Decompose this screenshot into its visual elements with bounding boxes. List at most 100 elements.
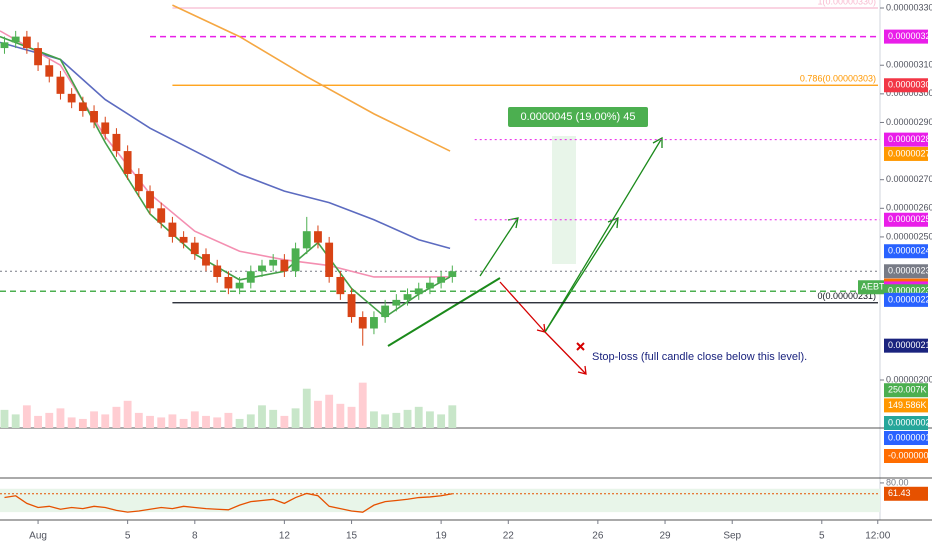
price-label: 0.0000001 [888,432,931,442]
price-label-box [884,292,928,307]
x-tick-label: 12 [279,531,291,542]
price-label-box [884,212,928,227]
volume-bar [90,411,98,428]
candle-body [358,317,367,329]
volume-bar [146,415,154,428]
candle-body [291,248,300,272]
arrow-head [652,136,663,148]
arrow [544,331,587,375]
x-tick-label: 29 [659,531,671,542]
volume-bar [56,408,65,428]
price-label: -0.0000000 [888,450,932,460]
price-label-box [884,398,928,413]
price-label-box [884,132,928,147]
candle-body [414,288,423,295]
volume-bar [370,411,378,428]
volume-bar [45,412,54,428]
price-label-box [884,431,928,445]
y-tick-label: 0.00000200 [886,374,932,384]
y-tick-label: 0.00000330 [886,2,932,12]
measure-zone [552,136,576,264]
candle-body [123,151,132,174]
volume-bar [246,414,255,428]
candle-body [336,276,345,295]
volume-bar [123,400,132,428]
trendline [387,277,501,347]
price-label: 0.00000279 [888,148,932,158]
candle-body [11,36,20,43]
volume-bar [314,400,322,428]
y-tick-label: 0.00000290 [886,117,932,127]
candle-body [90,111,98,123]
stop-mark [576,342,585,351]
candle-body [325,242,334,277]
x-tick-label: 19 [436,531,448,542]
price-label-box [884,383,928,398]
stop-loss-note: Stop-loss (full candle close below this … [592,351,807,363]
volume-bar [224,412,233,428]
candle-body [448,271,457,277]
price-label: 0.00000238 [888,266,932,276]
measure-box [508,107,648,127]
candle-body [67,93,76,103]
volume-bar [258,405,266,428]
volume-bar [0,409,9,428]
candle-body [22,36,31,49]
y-tick-label: 0.00000250 [886,231,932,241]
candle-body [34,48,42,66]
rsi-tick-label: 80.00 [886,477,909,487]
volume-bar [347,406,356,428]
arrow [544,137,663,333]
volume-bar [448,405,457,428]
x-tick-label: 5 [125,531,131,542]
volume-bar [22,405,31,428]
price-label-box [884,244,928,259]
price-label: 0.00000256 [888,214,932,224]
candle-body [302,231,311,249]
x-tick-label: 8 [192,531,198,542]
y-tick-label: 0.00000260 [886,203,932,213]
candle-body [45,65,54,77]
candle-body [258,265,266,272]
candle-body [347,294,356,318]
candle-body [202,254,210,266]
measure-label: 0.0000045 (19.00%) 45 [521,111,636,123]
arrow-head [607,216,619,229]
price-label-box [884,78,928,93]
x-tick-label: 26 [592,531,604,542]
y-tick-label: 0.00000310 [886,60,932,70]
volume-bar [213,417,222,428]
candle-body [381,305,390,318]
x-tick-label: Aug [29,531,47,542]
price-label: 0.00000231 [888,286,932,296]
volume-bar [67,417,76,428]
candle-body [146,191,154,209]
volume-bar [269,409,278,428]
volume-bar [381,414,390,428]
rsi-line [4,492,453,513]
price-label: 0.00000303 [888,80,932,90]
price-label: 149.586K [888,400,927,410]
candle-body [134,173,143,192]
price-label: 0.00000284 [888,134,932,144]
volume-bar [437,414,446,428]
candle-body [280,259,289,272]
rsi-value: 61.43 [888,488,911,498]
volume-bar [414,406,423,428]
candle-body [168,222,177,237]
candle-body [213,265,222,277]
volume-bar [190,411,199,428]
rsi-value-box [884,486,928,501]
volume-bar [101,414,110,428]
fib-label: 0.786(0.00000303) [800,74,876,84]
y-tick-label: 0.00000300 [886,88,932,98]
symbol-label: AEBTC [861,282,892,292]
candle-body [392,299,401,306]
volume-bar [11,414,20,428]
price-label: 0.00000245 [888,246,932,256]
volume-bar [202,415,210,428]
volume-bar [157,417,166,428]
candle-body [190,242,199,255]
volume-bar [112,406,121,428]
